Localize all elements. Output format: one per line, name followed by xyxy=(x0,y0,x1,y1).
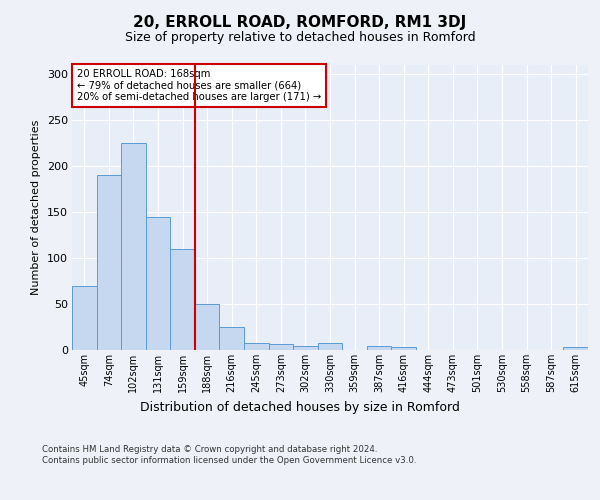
Text: Contains HM Land Registry data © Crown copyright and database right 2024.
Contai: Contains HM Land Registry data © Crown c… xyxy=(42,446,416,464)
Bar xyxy=(220,327,244,350)
Bar xyxy=(563,347,588,350)
Bar xyxy=(72,286,97,350)
Bar xyxy=(170,249,195,350)
Bar xyxy=(146,216,170,350)
Bar xyxy=(195,304,220,350)
Bar xyxy=(367,346,391,350)
Text: Distribution of detached houses by size in Romford: Distribution of detached houses by size … xyxy=(140,401,460,414)
Text: 20 ERROLL ROAD: 168sqm
← 79% of detached houses are smaller (664)
20% of semi-de: 20 ERROLL ROAD: 168sqm ← 79% of detached… xyxy=(77,70,322,102)
Bar xyxy=(391,347,416,350)
Y-axis label: Number of detached properties: Number of detached properties xyxy=(31,120,41,295)
Text: 20, ERROLL ROAD, ROMFORD, RM1 3DJ: 20, ERROLL ROAD, ROMFORD, RM1 3DJ xyxy=(133,15,467,30)
Bar xyxy=(244,342,269,350)
Text: Size of property relative to detached houses in Romford: Size of property relative to detached ho… xyxy=(125,31,475,44)
Bar xyxy=(293,346,318,350)
Bar xyxy=(318,342,342,350)
Bar xyxy=(97,176,121,350)
Bar xyxy=(121,143,146,350)
Bar xyxy=(269,344,293,350)
